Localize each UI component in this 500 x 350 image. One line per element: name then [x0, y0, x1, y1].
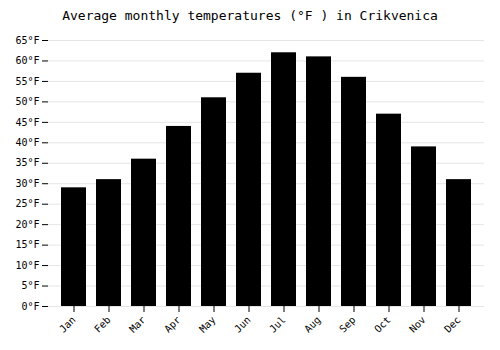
svg-text:45°F: 45°F — [15, 117, 39, 128]
svg-text:Oct: Oct — [372, 314, 393, 335]
svg-text:Apr: Apr — [162, 314, 183, 335]
svg-text:35°F: 35°F — [15, 157, 39, 168]
svg-text:Dec: Dec — [442, 314, 463, 335]
svg-text:20°F: 20°F — [15, 219, 39, 230]
svg-text:May: May — [197, 314, 218, 335]
svg-text:10°F: 10°F — [15, 260, 39, 271]
svg-text:40°F: 40°F — [15, 137, 39, 148]
svg-text:Jun: Jun — [232, 314, 253, 335]
svg-text:Jan: Jan — [57, 314, 78, 335]
svg-text:Nov: Nov — [407, 314, 428, 335]
svg-text:65°F: 65°F — [15, 35, 39, 46]
svg-text:15°F: 15°F — [15, 239, 39, 250]
svg-text:Feb: Feb — [92, 314, 113, 335]
svg-text:50°F: 50°F — [15, 96, 39, 107]
svg-text:25°F: 25°F — [15, 198, 39, 209]
svg-text:60°F: 60°F — [15, 55, 39, 66]
svg-text:Mar: Mar — [127, 314, 148, 335]
svg-text:Sep: Sep — [337, 314, 358, 335]
svg-text:30°F: 30°F — [15, 178, 39, 189]
svg-text:Aug: Aug — [302, 314, 323, 335]
svg-text:55°F: 55°F — [15, 76, 39, 87]
svg-text:5°F: 5°F — [21, 280, 39, 291]
svg-text:0°F: 0°F — [21, 301, 39, 312]
svg-text:Jul: Jul — [267, 314, 288, 335]
html-text:Average monthly temperatures (: Average monthly temperatures (°F ) in Cr… — [62, 8, 438, 23]
